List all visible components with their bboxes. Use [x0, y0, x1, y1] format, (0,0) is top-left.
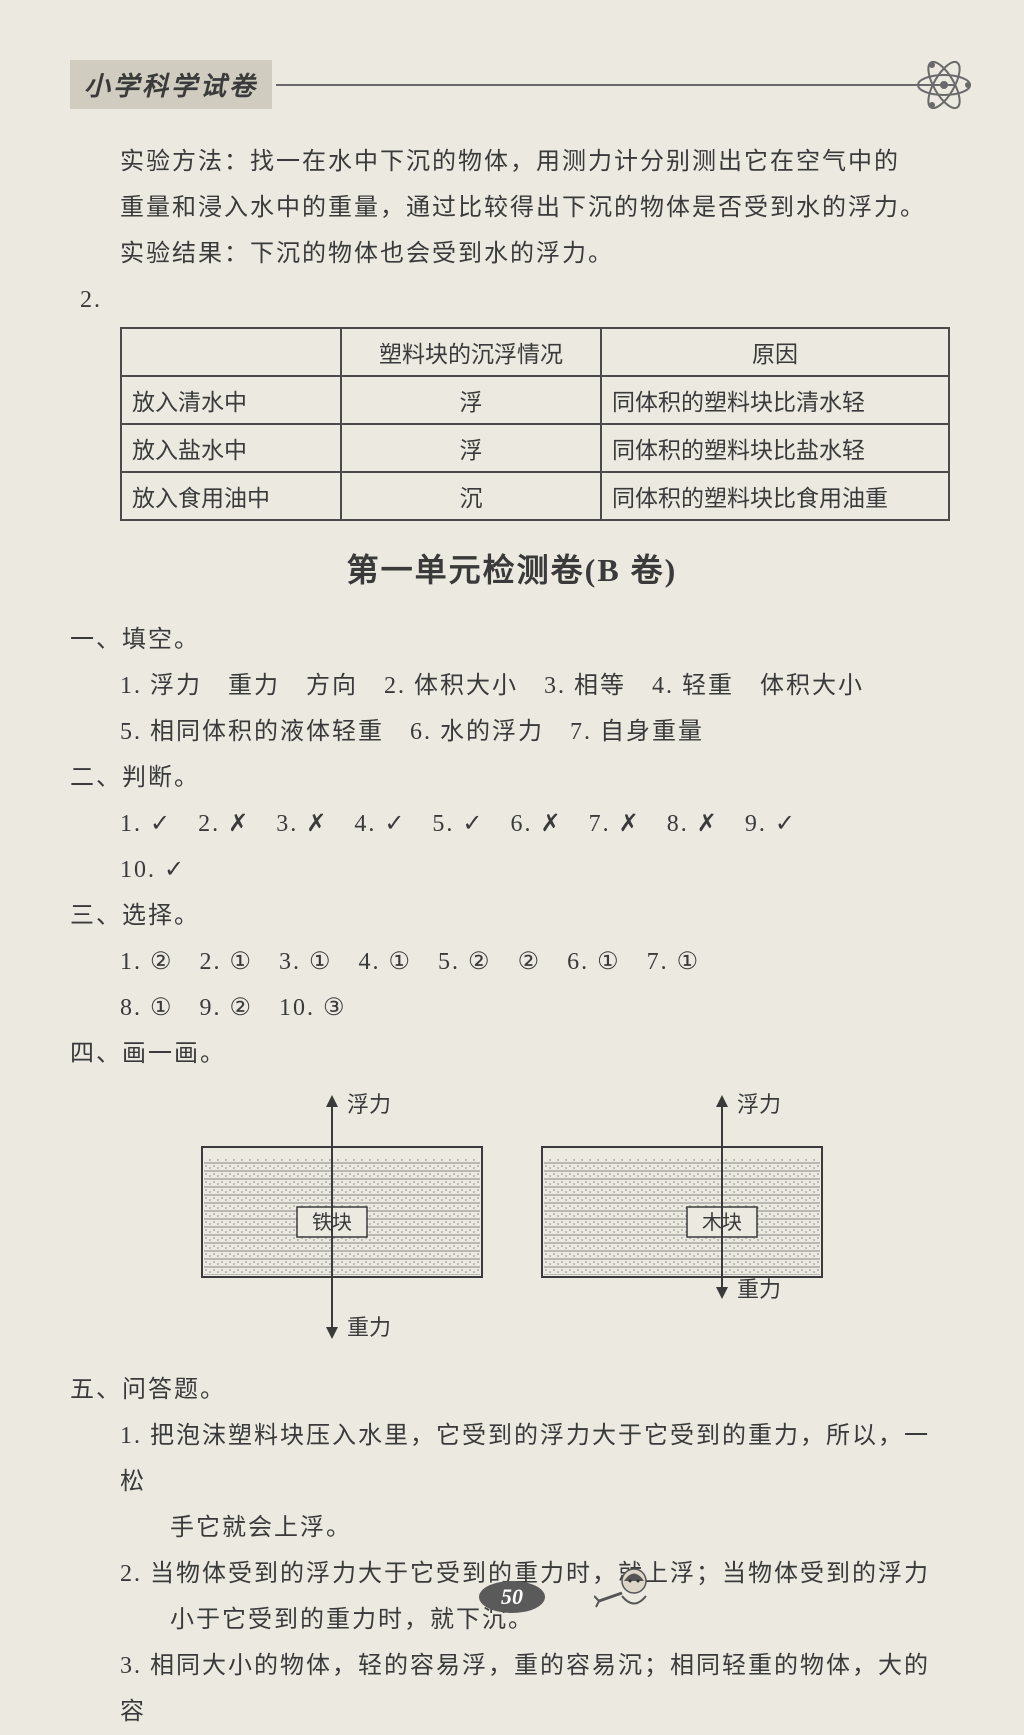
cell: 沉 — [341, 472, 601, 520]
cell: 同体积的塑料块比盐水轻 — [601, 424, 949, 472]
header-title: 小学科学试卷 — [70, 60, 272, 109]
table-row: 放入清水中 浮 同体积的塑料块比清水轻 — [121, 376, 949, 424]
sec3-l2: 8. ① 9. ② 10. ③ — [70, 985, 954, 1031]
th-reason: 原因 — [601, 328, 949, 376]
intro-line-2: 重量和浸入水中的重量，通过比较得出下沉的物体是否受到水的浮力。 — [70, 185, 954, 231]
cell: 同体积的塑料块比清水轻 — [601, 376, 949, 424]
page-number: 50 — [479, 1581, 545, 1613]
sec3-l1: 1. ② 2. ① 3. ① 4. ① 5. ② ② 6. ① 7. ① — [70, 939, 954, 985]
gravity-label: 重力 — [737, 1277, 781, 1302]
sec5-q3a: 3. 相同大小的物体，轻的容易浮，重的容易沉；相同轻重的物体，大的容 — [70, 1643, 954, 1735]
float-label: 浮力 — [737, 1092, 781, 1117]
gravity-label: 重力 — [347, 1315, 391, 1340]
sec5-heading: 五、问答题。 — [70, 1367, 954, 1413]
child-icon — [594, 1561, 664, 1621]
cell: 放入盐水中 — [121, 424, 341, 472]
item-2-label: 2. — [70, 277, 954, 323]
table-row: 放入食用油中 沉 同体积的塑料块比食用油重 — [121, 472, 949, 520]
cell: 放入清水中 — [121, 376, 341, 424]
diagram-wood: 木块 浮力 重力 — [532, 1087, 832, 1347]
header-rule — [276, 84, 954, 86]
diagram-row: 铁块 浮力 重力 木块 浮力 重力 — [70, 1087, 954, 1347]
table-row: 放入盐水中 浮 同体积的塑料块比盐水轻 — [121, 424, 949, 472]
sec2-l1: 1. ✓ 2. ✗ 3. ✗ 4. ✓ 5. ✓ 6. ✗ 7. ✗ 8. ✗ … — [70, 801, 954, 847]
th-blank — [121, 328, 341, 376]
sec1-l2: 5. 相同体积的液体轻重 6. 水的浮力 7. 自身重量 — [70, 709, 954, 755]
sec2-heading: 二、判断。 — [70, 755, 954, 801]
th-status: 塑料块的沉浮情况 — [341, 328, 601, 376]
buoyancy-table: 塑料块的沉浮情况 原因 放入清水中 浮 同体积的塑料块比清水轻 放入盐水中 浮 … — [70, 327, 954, 521]
diagram-iron: 铁块 浮力 重力 — [192, 1087, 492, 1347]
atom-icon — [914, 55, 974, 115]
sec2-l2: 10. ✓ — [70, 847, 954, 893]
cell: 浮 — [341, 376, 601, 424]
main-title: 第一单元检测卷(B 卷) — [70, 545, 954, 591]
page-footer: 50 — [0, 1581, 1024, 1613]
table-header-row: 塑料块的沉浮情况 原因 — [121, 328, 949, 376]
cell: 浮 — [341, 424, 601, 472]
intro-line-3: 实验结果：下沉的物体也会受到水的浮力。 — [70, 231, 954, 277]
sec1-heading: 一、填空。 — [70, 617, 954, 663]
intro-line-1: 实验方法：找一在水中下沉的物体，用测力计分别测出它在空气中的 — [70, 139, 954, 185]
float-label: 浮力 — [347, 1092, 391, 1117]
cell: 同体积的塑料块比食用油重 — [601, 472, 949, 520]
sec4-heading: 四、画一画。 — [70, 1031, 954, 1077]
cell: 放入食用油中 — [121, 472, 341, 520]
sec5-q1b: 手它就会上浮。 — [70, 1505, 954, 1551]
sec1-l1: 1. 浮力 重力 方向 2. 体积大小 3. 相等 4. 轻重 体积大小 — [70, 663, 954, 709]
sec5-q1a: 1. 把泡沫塑料块压入水里，它受到的浮力大于它受到的重力，所以，一松 — [70, 1413, 954, 1505]
page-header: 小学科学试卷 — [70, 60, 954, 109]
sec3-heading: 三、选择。 — [70, 893, 954, 939]
